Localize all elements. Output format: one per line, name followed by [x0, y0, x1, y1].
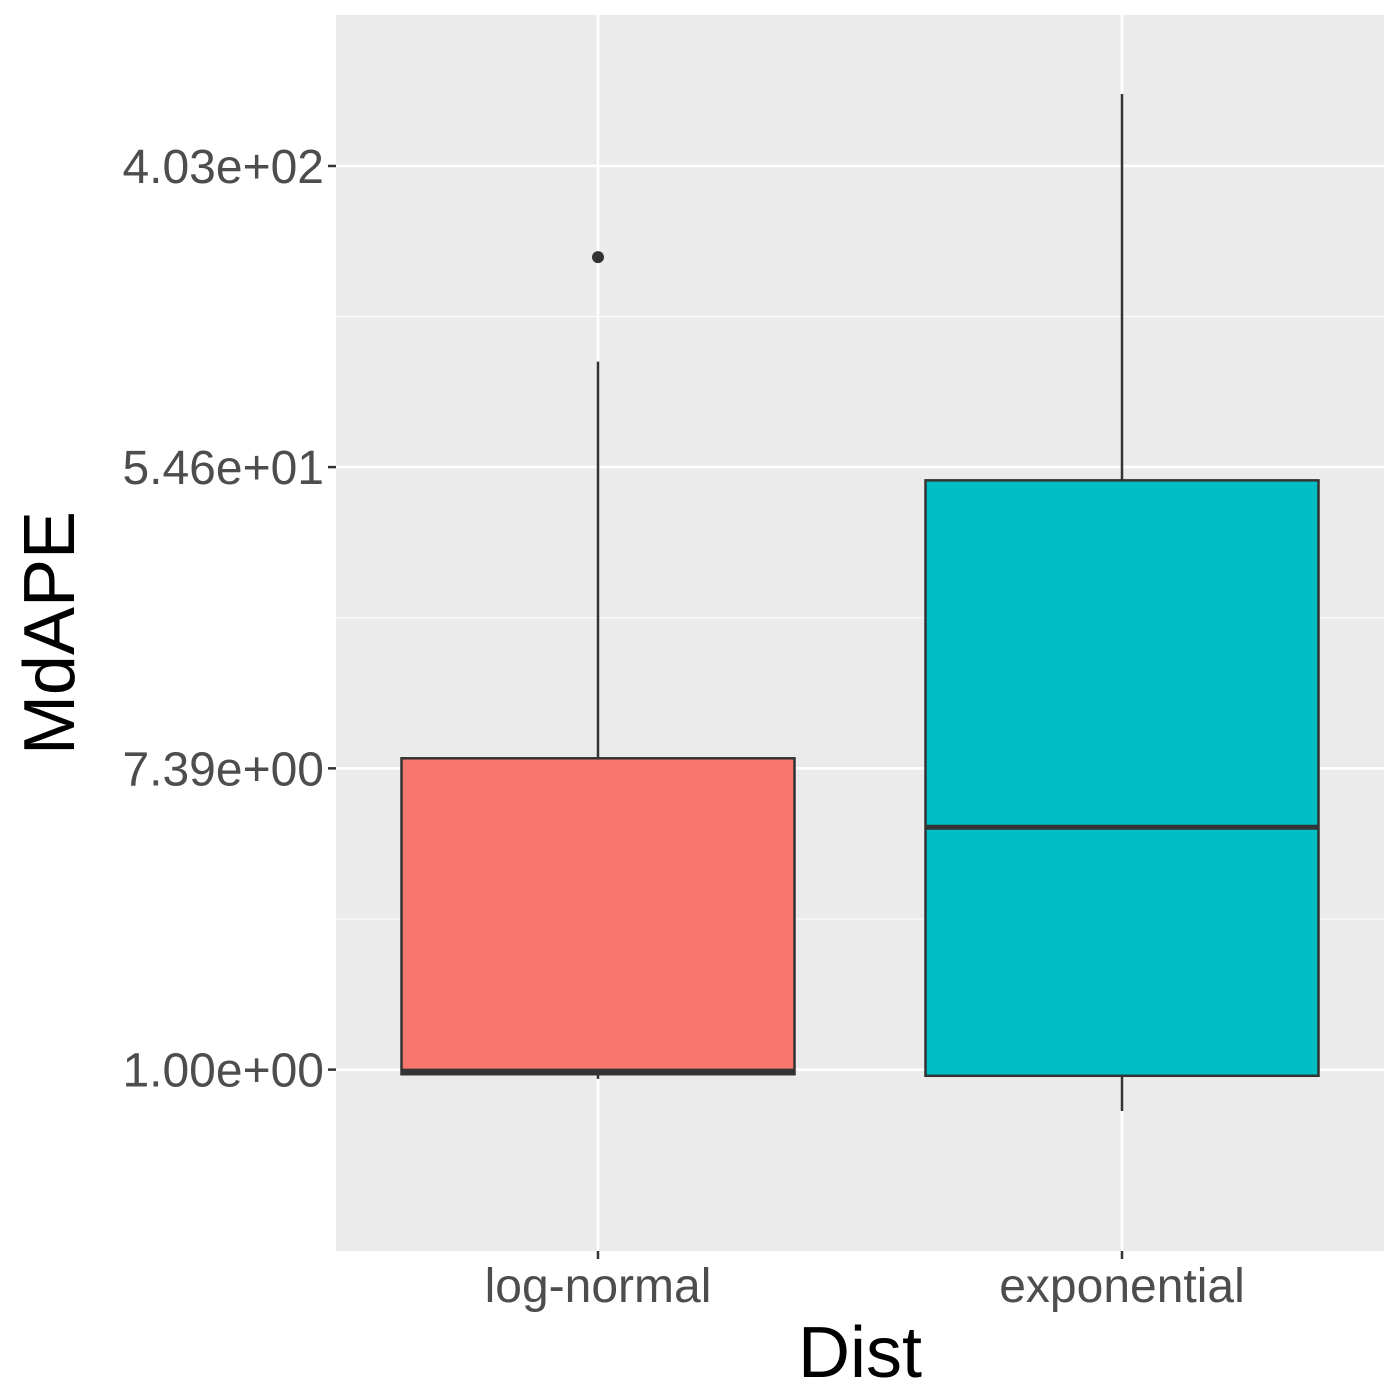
box-log-normal [400, 757, 796, 1076]
y-axis-title: MdAPE [10, 511, 90, 755]
y-tick-label: 7.39e+00 [122, 743, 324, 796]
y-axis: 1.00e+00 7.39e+00 5.46e+01 4.03e+02 [122, 141, 336, 1098]
x-axis: log-normal exponential [485, 1251, 1245, 1313]
x-tick-label: log-normal [485, 1260, 712, 1313]
outlier-point [592, 251, 604, 264]
x-tick-label: exponential [999, 1260, 1245, 1313]
x-axis-title: Dist [798, 1313, 922, 1393]
y-tick-label: 5.46e+01 [122, 442, 324, 495]
y-tick-label: 4.03e+02 [122, 141, 324, 194]
box-exponential [924, 479, 1320, 1078]
y-tick-label: 1.00e+00 [122, 1045, 324, 1098]
boxes-layer [400, 93, 1320, 1111]
